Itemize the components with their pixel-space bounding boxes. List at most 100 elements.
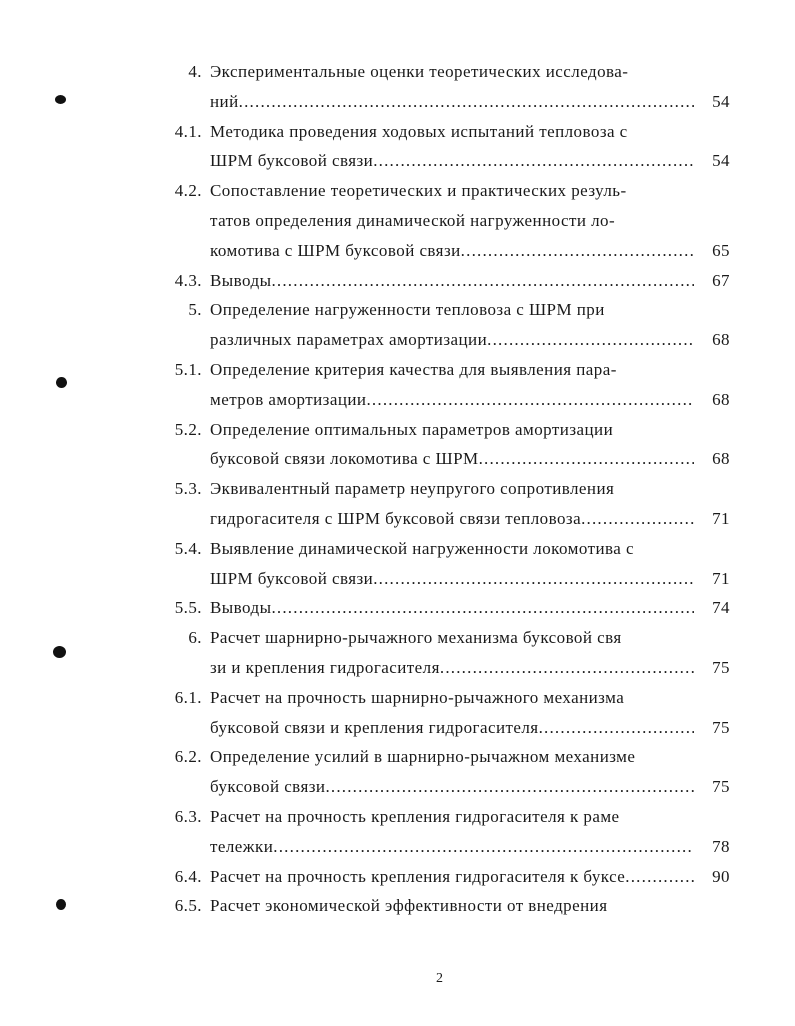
section-title: гидрогасителя с ШРМ буксовой связи тепло…: [210, 508, 582, 528]
section-title: ний: [210, 91, 239, 111]
dot-leader: [625, 862, 694, 892]
toc-entry-line: 4.3. Выводы 67: [160, 266, 730, 296]
section-title: Расчет экономической эффективности от вн…: [210, 896, 608, 916]
section-title: ШРМ буксовой связи: [210, 568, 374, 588]
section-title: Расчет на прочность шарнирно-рычажного м…: [210, 687, 625, 707]
toc-entry-line: буксовой связи локомотива с ШРМ 68: [160, 444, 730, 474]
dot-leader: [440, 653, 694, 683]
dot-leader: [239, 87, 694, 117]
section-title: буксовой связи локомотива с ШРМ: [210, 449, 479, 469]
page-ref: 71: [712, 568, 730, 588]
section-title: Расчет шарнирно-рычажного механизма букс…: [210, 628, 622, 648]
section-title: Экспериментальные оценки теоретических и…: [210, 62, 629, 81]
toc-entry-line: 6.3. Расчет на прочность крепления гидрог…: [160, 802, 730, 832]
dot-leader: [325, 772, 694, 802]
toc-entry-line: 5.1. Определение критерия качества для вы…: [160, 355, 730, 385]
table-of-contents: 4. Экспериментальные оценки теоретических…: [160, 57, 730, 921]
section-number: [160, 772, 210, 802]
section-number: [160, 564, 210, 594]
section-title: Методика проведения ходовых испытаний те…: [210, 121, 628, 141]
section-number: 5.4.: [174, 538, 202, 558]
section-title: Определение нагруженности тепловоза с ШР…: [210, 300, 605, 320]
section-number: 5.3.: [174, 479, 202, 499]
section-number: 4.3.: [174, 270, 202, 290]
section-number: [160, 236, 210, 266]
page-ref: 71: [712, 508, 730, 528]
scan-artifact: [55, 95, 66, 104]
toc-entry-line: 4. Экспериментальные оценки теоретических…: [160, 57, 730, 87]
section-title: ШРМ буксовой связи: [210, 151, 374, 171]
section-title: Эквивалентный параметр неупругого сопрот…: [210, 479, 615, 499]
section-number: 4.: [188, 62, 202, 81]
section-number: [160, 444, 210, 474]
page-ref: 54: [712, 151, 730, 171]
section-number: [160, 146, 210, 176]
dot-leader: [273, 832, 694, 862]
toc-entry-line: 6.4. Расчет на прочность крепления гидрог…: [160, 862, 730, 892]
toc-entry-line: комотива с ШРМ буксовой связи 65: [160, 236, 730, 266]
toc-entry-line: 4.2. Сопоставление теоретических и практи…: [160, 176, 730, 206]
section-title: комотива с ШРМ буксовой связи: [210, 240, 461, 260]
section-title: Определение критерия качества для выявле…: [210, 359, 617, 379]
section-title: зи и крепления гидрогасителя: [210, 657, 440, 677]
page-ref: 78: [712, 836, 730, 856]
scan-artifact: [56, 377, 67, 388]
dot-leader: [461, 236, 694, 266]
toc-entry-line: 6.5. Расчет экономической эффективности о…: [160, 891, 730, 921]
toc-entry-line: 6. Расчет шарнирно-рычажного механизма бу…: [160, 623, 730, 653]
toc-entry-line: 5.3. Эквивалентный параметр неупругого со…: [160, 474, 730, 504]
toc-entry-line: татов определения динамической нагруженн…: [160, 206, 730, 236]
section-number: 6.2.: [174, 747, 202, 767]
section-title: Выводы: [210, 598, 272, 618]
toc-entry-line: 5. Определение нагруженности тепловоза с …: [160, 295, 730, 325]
section-number: 6.1.: [174, 687, 202, 707]
dot-leader: [581, 504, 694, 534]
page-ref: 75: [712, 777, 730, 797]
section-number: 6.4.: [174, 866, 202, 886]
section-title: буксовой связи и крепления гидрогасителя: [210, 717, 539, 737]
toc-entry-line: тележки 78: [160, 832, 730, 862]
page-number: 2: [436, 971, 443, 986]
page-ref: 68: [712, 449, 730, 469]
page-ref: 90: [712, 866, 730, 886]
page-ref: 68: [712, 330, 730, 350]
page-ref: 74: [712, 598, 730, 618]
page-ref: 75: [712, 717, 730, 737]
dot-leader: [373, 564, 694, 594]
scan-artifact: [56, 899, 66, 910]
section-number: [160, 713, 210, 743]
section-number: 5.: [188, 300, 202, 320]
page-ref: 65: [712, 240, 730, 260]
section-number: [160, 385, 210, 415]
section-number: 5.5.: [174, 598, 202, 618]
dot-leader: [479, 444, 694, 474]
section-number: [160, 653, 210, 683]
section-title: различных параметрах амортизации: [210, 330, 488, 350]
toc-entry-line: зи и крепления гидрогасителя 75: [160, 653, 730, 683]
section-title: Расчет на прочность крепления гидрогасит…: [210, 866, 626, 886]
section-title: татов определения динамической нагруженн…: [210, 210, 616, 230]
section-number: 4.2.: [174, 181, 202, 201]
toc-entry-line: буксовой связи и крепления гидрогасителя…: [160, 713, 730, 743]
toc-entry-line: ШРМ буксовой связи 71: [160, 564, 730, 594]
section-number: [160, 325, 210, 355]
section-title: Выявление динамической нагруженности лок…: [210, 538, 634, 558]
toc-entry-line: 5.4. Выявление динамической нагруженности…: [160, 534, 730, 564]
section-number: 6.: [188, 628, 202, 648]
section-number: [160, 206, 210, 236]
toc-entry-line: гидрогасителя с ШРМ буксовой связи тепло…: [160, 504, 730, 534]
dot-leader: [271, 266, 694, 296]
section-title: буксовой связи: [210, 777, 326, 797]
page-ref: 75: [712, 657, 730, 677]
section-number: 6.3.: [174, 806, 202, 826]
toc-entry-line: ШРМ буксовой связи 54: [160, 146, 730, 176]
toc-entry-line: буксовой связи 75: [160, 772, 730, 802]
dot-leader: [373, 146, 694, 176]
section-title: Выводы: [210, 270, 272, 290]
toc-entry-line: 6.1. Расчет на прочность шарнирно-рычажно…: [160, 683, 730, 713]
section-title: Расчет на прочность крепления гидрогасит…: [210, 806, 620, 826]
toc-entry-line: 5.5. Выводы 74: [160, 593, 730, 623]
section-title: тележки: [210, 836, 274, 856]
scan-artifact: [53, 646, 66, 658]
section-number: [160, 832, 210, 862]
